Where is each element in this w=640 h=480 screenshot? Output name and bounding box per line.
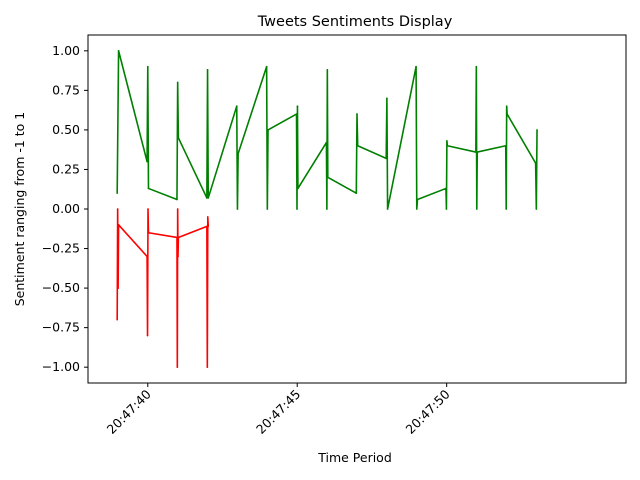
- series-0-point-10: [207, 197, 210, 199]
- series-0-point-14: [265, 65, 268, 68]
- series-1-point-11: [177, 255, 179, 258]
- series-0-point-23: [326, 69, 329, 71]
- y-tick-label: 0.75: [52, 82, 80, 97]
- series-0-point-38: [475, 151, 477, 153]
- series-0-point-35: [445, 208, 448, 210]
- series-0-point-5: [176, 198, 178, 201]
- series-0-point-0: [116, 192, 118, 194]
- series-0-point-34: [445, 187, 447, 190]
- series-1-point-3: [117, 224, 120, 226]
- series-0-point-33: [416, 198, 419, 201]
- series-0-point-29: [386, 97, 388, 100]
- series-0-point-4: [147, 187, 150, 190]
- series-0-point-15: [266, 208, 269, 210]
- series-0-point-9: [206, 69, 209, 71]
- y-axis-label: Sentiment ranging from -1 to 1: [12, 112, 27, 307]
- y-axis: 1.00 0.75 0.50 0.25 0.00 −0.25 −0.50 −0.75 −1.00: [42, 43, 88, 374]
- series-1-point-12: [177, 236, 180, 239]
- series-1-point-9: [176, 366, 179, 368]
- series-0-point-40: [475, 208, 478, 210]
- series-0-point-8: [206, 197, 208, 199]
- series-0-point-43: [505, 208, 508, 210]
- series-0-point-27: [356, 144, 359, 147]
- y-tick-label: −1.00: [42, 359, 80, 374]
- series-0-point-12: [236, 208, 239, 210]
- series-0-point-39: [475, 65, 478, 68]
- series-0-point-47: [535, 208, 538, 210]
- series-0-point-31: [415, 65, 417, 68]
- series-1-point-1: [116, 208, 119, 210]
- series-0-point-48: [536, 129, 538, 131]
- series-0-point-32: [415, 208, 418, 210]
- series-1-point-15: [206, 216, 209, 218]
- series-0-point-30: [386, 208, 389, 210]
- series-0-point-26: [356, 113, 358, 115]
- series-1-point-6: [147, 208, 149, 210]
- series-0-point-41: [476, 151, 479, 153]
- series-1-point-7: [147, 231, 150, 234]
- series-0-point-24: [327, 176, 329, 179]
- y-tick-label: 1.00: [52, 43, 80, 58]
- series-1-point-13: [206, 225, 208, 228]
- y-tick-label: 0.50: [52, 122, 80, 137]
- series-1-point-14: [206, 366, 209, 368]
- series-0-point-25: [355, 192, 358, 194]
- series-0-point-2: [146, 160, 148, 163]
- series-0-point-42: [504, 144, 507, 147]
- series-1-point-8: [176, 236, 178, 239]
- series-0-point-20: [297, 187, 299, 190]
- series-0-point-3: [146, 65, 149, 68]
- series-0-point-46: [534, 162, 537, 164]
- series-0-point-28: [385, 157, 387, 160]
- y-tick-label: −0.50: [42, 280, 80, 295]
- series-0-point-45: [506, 113, 508, 115]
- series-1-point-2: [117, 287, 119, 289]
- series-0-point-37: [446, 144, 449, 147]
- series-1-point-0: [116, 318, 118, 321]
- series-0-point-17: [295, 113, 298, 115]
- series-0-point-19: [296, 105, 299, 107]
- y-tick-label: −0.25: [42, 241, 80, 256]
- y-tick-label: −0.75: [42, 320, 80, 335]
- y-tick-label: 0.00: [52, 201, 80, 216]
- chart-title: Tweets Sentiments Display: [257, 14, 453, 30]
- series-0-point-11: [235, 105, 238, 107]
- series-layer: [116, 50, 538, 368]
- series-0-point-7: [177, 137, 180, 139]
- series-1-point-5: [146, 334, 149, 337]
- series-0-point-16: [267, 129, 269, 131]
- series-0-point-21: [325, 141, 328, 144]
- series-1-point-4: [146, 255, 148, 258]
- series-0-point-44: [505, 105, 508, 107]
- series-0-point-13: [237, 152, 239, 155]
- series-0-point-1: [117, 50, 120, 52]
- series-0-point-36: [446, 140, 448, 142]
- x-axis-label: Time Period: [317, 450, 392, 465]
- series-0-point-18: [296, 208, 298, 210]
- series-0-point-6: [176, 81, 179, 84]
- y-tick-label: 0.25: [52, 161, 80, 176]
- series-0-point-22: [326, 208, 328, 210]
- series-1-point-10: [176, 208, 179, 210]
- series-1-point-16: [207, 225, 210, 228]
